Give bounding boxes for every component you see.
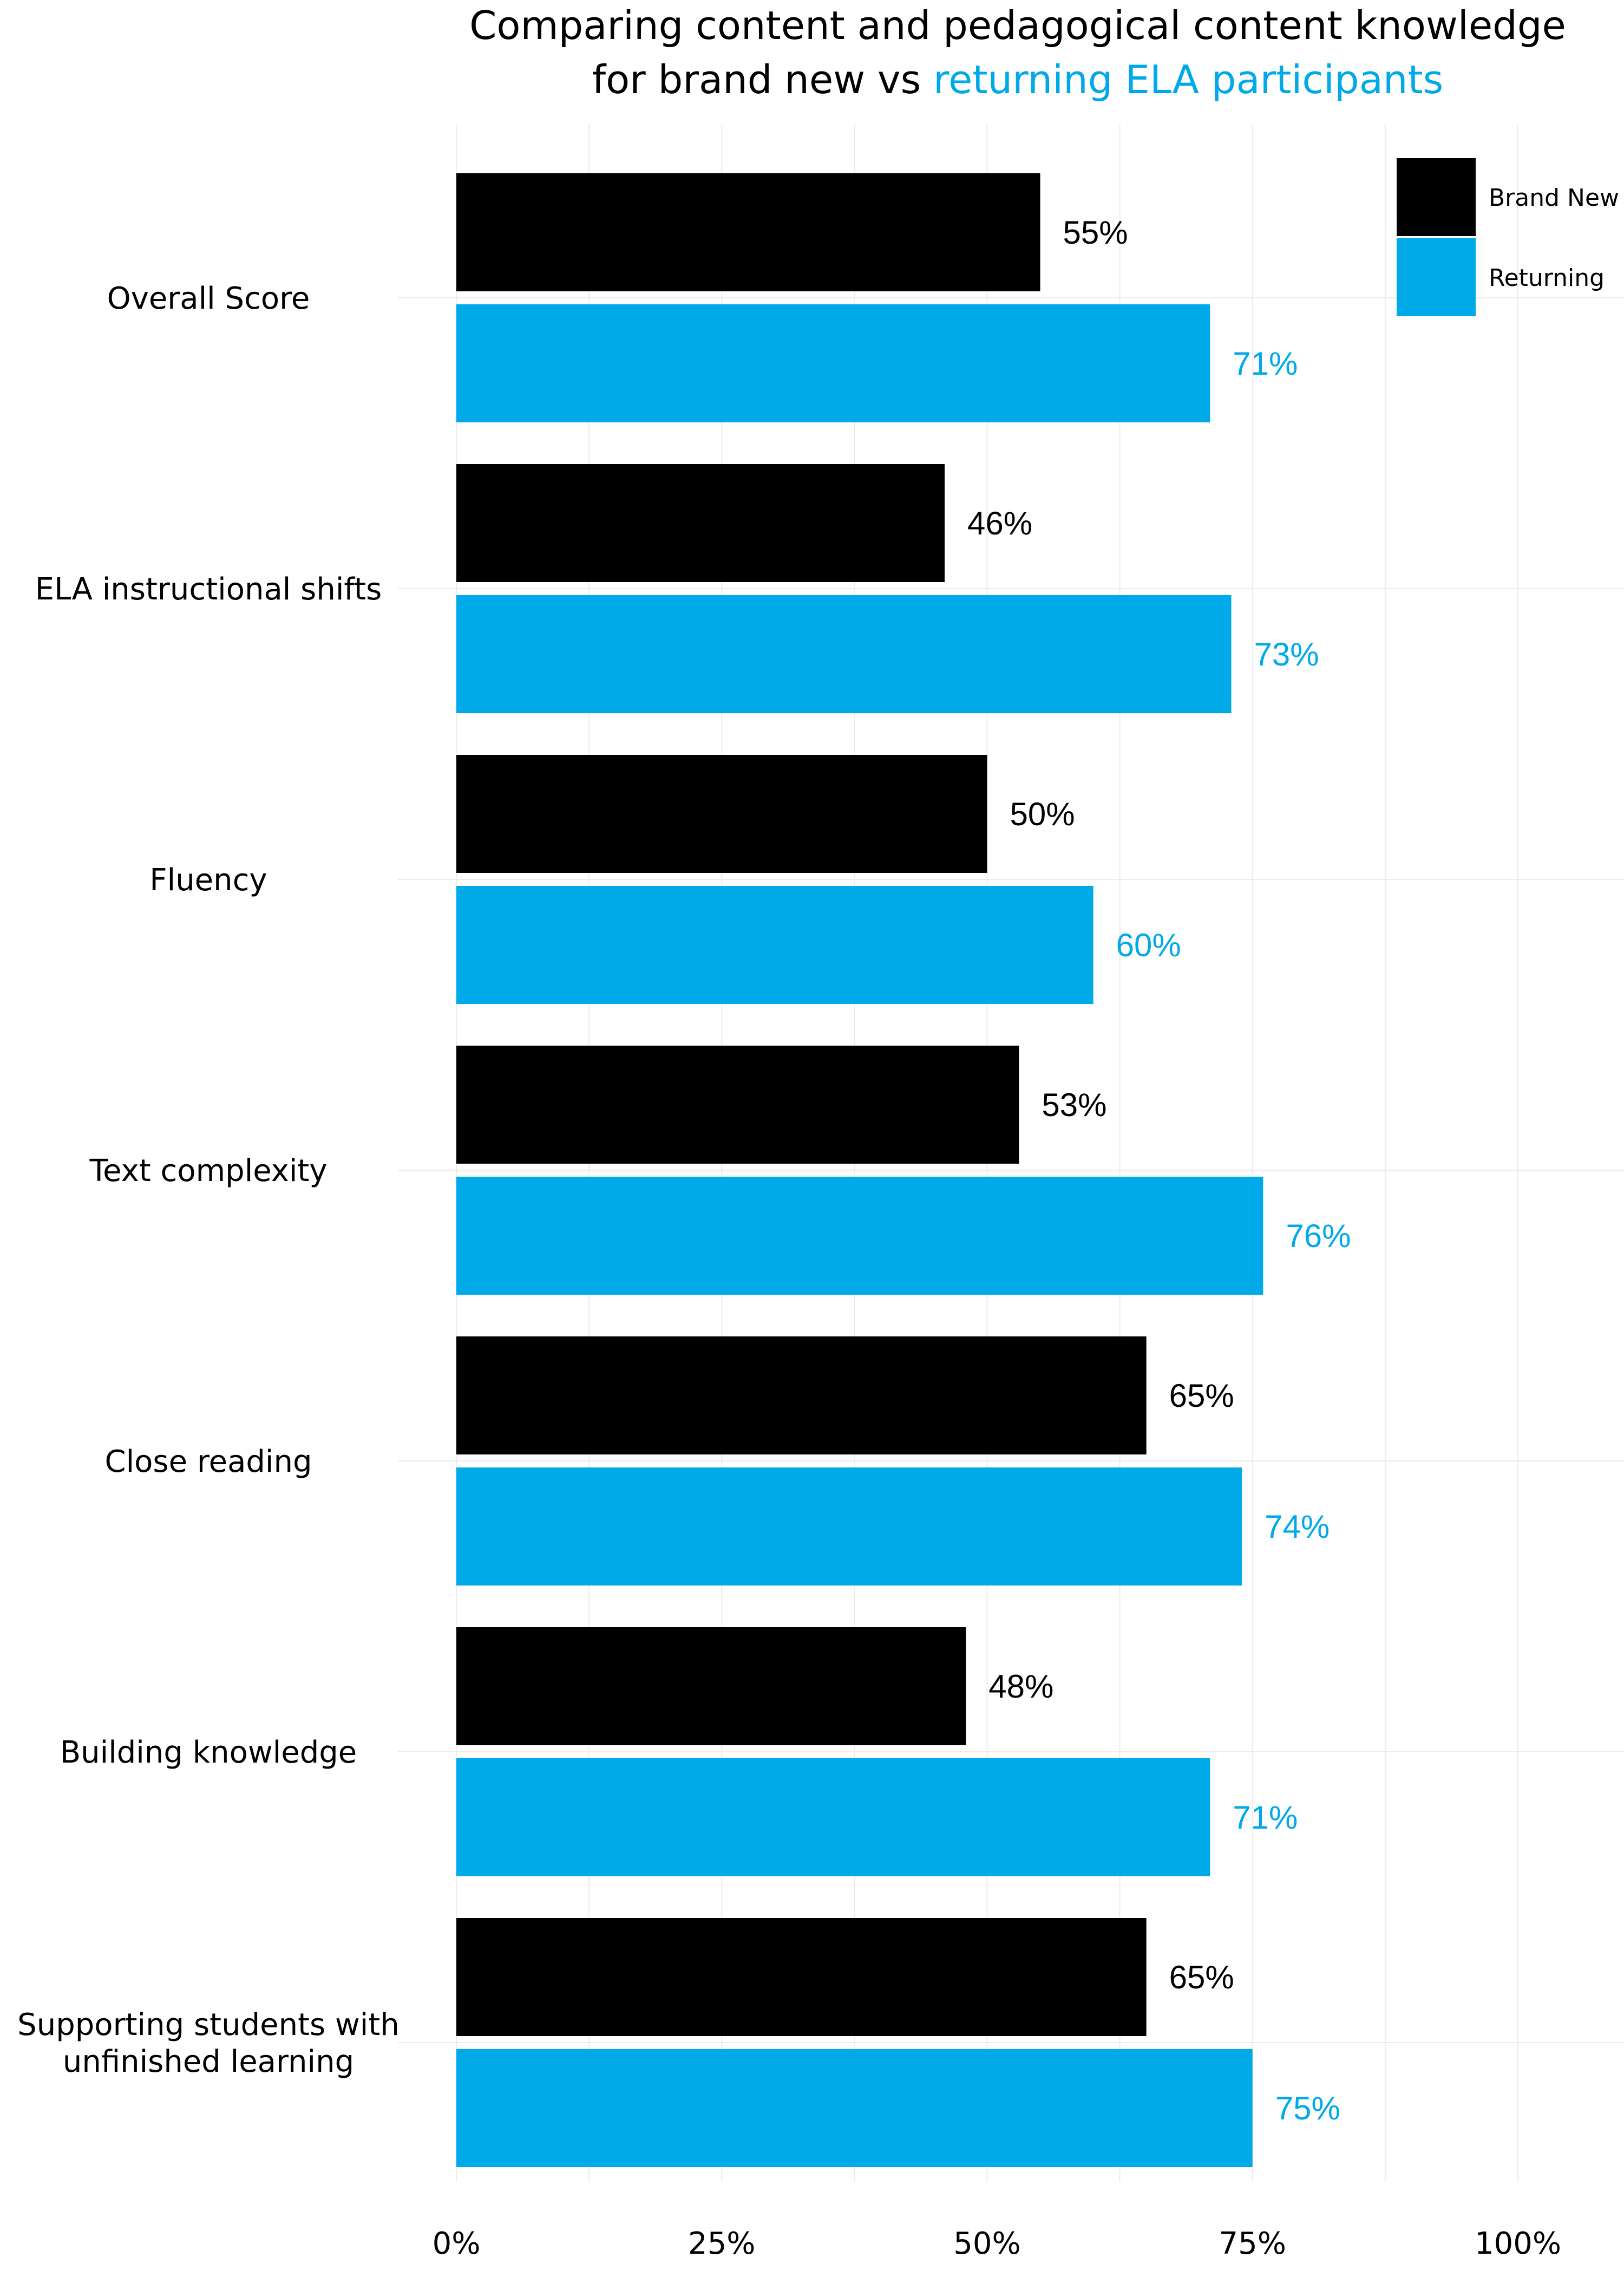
bar-brand-new <box>456 1046 1019 1164</box>
bar-brand-new <box>456 1336 1147 1454</box>
bar-brand-new <box>456 173 1040 291</box>
bar-value-label: 65% <box>1169 1959 1234 1995</box>
legend: Brand New Returning <box>1397 158 1619 316</box>
legend-label: Brand New <box>1489 184 1619 212</box>
category-label-line: unfinished learning <box>63 2044 354 2079</box>
bar-brand-new <box>456 755 987 873</box>
bar-value-label: 65% <box>1169 1378 1234 1414</box>
bar-value-label: 53% <box>1042 1087 1106 1123</box>
category-labels: Overall Score ELA instructional shifts Flu… <box>17 281 400 2079</box>
bar-returning <box>456 886 1093 1004</box>
chart-title-line2-highlight: returning ELA participants <box>933 57 1443 102</box>
legend-swatch <box>1397 158 1476 236</box>
category-label: Text complexity <box>89 1153 327 1189</box>
bar-value-label: 71% <box>1233 345 1298 382</box>
bar-value-label: 73% <box>1254 636 1319 673</box>
bar-value-label: 60% <box>1116 927 1181 963</box>
bar-brand-new <box>456 1627 966 1745</box>
category-label-line: Supporting students with <box>17 2007 400 2043</box>
x-tick-label: 25% <box>688 2226 755 2261</box>
category-label: Building knowledge <box>60 1735 357 1770</box>
x-tick-label: 0% <box>433 2226 481 2261</box>
bar-value-label: 76% <box>1286 1218 1351 1254</box>
category-label-line: Close reading <box>104 1444 312 1479</box>
bar-value-label: 71% <box>1233 1799 1298 1836</box>
bar-value-label: 48% <box>988 1668 1053 1705</box>
x-tick-label: 50% <box>953 2226 1020 2261</box>
x-axis-ticks: 0% 25% 50% 75% 100% <box>433 2226 1561 2261</box>
bar-value-label: 74% <box>1265 1509 1330 1545</box>
category-label-line: Text complexity <box>89 1153 327 1189</box>
bar-returning <box>456 595 1232 713</box>
bar-value-label: 50% <box>1010 796 1075 832</box>
bar-returning <box>456 1467 1242 1586</box>
x-tick-label: 75% <box>1219 2226 1286 2261</box>
category-label: Supporting students with unfinished learn… <box>17 2007 400 2079</box>
bar-value-label: 75% <box>1275 2090 1340 2126</box>
category-label-line: Building knowledge <box>60 1735 357 1770</box>
category-label-line: Overall Score <box>107 281 310 316</box>
bar-returning <box>456 1758 1210 1876</box>
legend-label: Returning <box>1489 264 1605 292</box>
legend-swatch <box>1397 238 1476 316</box>
bars <box>456 173 1263 2167</box>
category-label: Overall Score <box>107 281 310 316</box>
bar-brand-new <box>456 464 945 582</box>
bar-value-label: 55% <box>1063 214 1128 251</box>
bar-returning <box>456 1177 1263 1295</box>
bar-returning <box>456 304 1210 422</box>
category-label: Fluency <box>149 863 267 898</box>
category-label-line: ELA instructional shifts <box>35 572 382 607</box>
chart-title-line2-prefix: for brand new vs <box>592 57 933 102</box>
category-label: ELA instructional shifts <box>35 572 382 607</box>
chart-title-line1: Comparing content and pedagogical conten… <box>469 3 1566 48</box>
bar-value-label: 46% <box>967 505 1032 541</box>
category-label-line: Fluency <box>149 863 267 898</box>
chart-title-line2: for brand new vs returning ELA participa… <box>592 57 1443 102</box>
category-label: Close reading <box>104 1444 312 1479</box>
bar-returning <box>456 2049 1253 2167</box>
value-labels: 55% 46% 50% 53% 65% 48% 65% 71% 73% 60% 76% 74% 71% 7… <box>967 214 1351 2126</box>
bar-brand-new <box>456 1918 1147 2036</box>
x-tick-label: 100% <box>1475 2226 1561 2261</box>
